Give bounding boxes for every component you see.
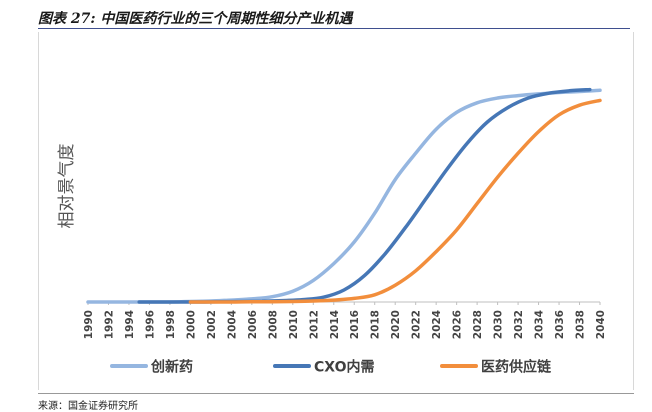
x-tick-label: 2038 <box>575 310 587 339</box>
x-tick-label: 2010 <box>288 310 300 339</box>
x-tick-label: 1994 <box>124 310 136 339</box>
x-tick-label: 2030 <box>493 310 505 339</box>
x-tick-label: 2016 <box>349 310 361 339</box>
source-divider <box>38 393 634 394</box>
y-axis-label: 相对景气度 <box>57 144 77 229</box>
x-tick-label: 2034 <box>534 310 546 339</box>
legend-label-1: CXO内需 <box>314 359 374 376</box>
legend-label-0: 创新药 <box>150 359 193 376</box>
x-tick-label: 2014 <box>329 310 341 339</box>
legend-label-2: 医药供应链 <box>481 359 552 376</box>
chart-frame <box>38 32 634 390</box>
series-line-2 <box>188 98 602 304</box>
x-tick-label: 1992 <box>103 310 115 339</box>
source-note: 来源：国金证券研究所 <box>38 401 138 412</box>
x-tick-label: 2008 <box>267 310 279 339</box>
x-tick-label: 2028 <box>472 310 484 339</box>
title-bar: 图表 27: 中国医药行业的三个周期性细分产业机遇 <box>38 8 630 29</box>
x-tick-label: 2000 <box>185 310 197 339</box>
x-tick-label: 2006 <box>247 310 259 339</box>
x-tick-label: 2018 <box>370 310 382 339</box>
x-tick-label: 1998 <box>165 310 177 339</box>
x-tick-label: 2002 <box>206 310 218 339</box>
figure-title: 图表 27: 中国医药行业的三个周期性细分产业机遇 <box>38 11 353 27</box>
x-tick-label: 2026 <box>452 310 464 339</box>
x-tick-label: 2024 <box>431 310 443 339</box>
x-tick-label: 2040 <box>595 310 607 339</box>
x-tick-label: 2036 <box>554 310 566 339</box>
x-tick-label: 2022 <box>411 310 423 339</box>
x-tick-label: 2020 <box>390 310 402 339</box>
series-line-0 <box>86 88 602 304</box>
x-tick-label: 2012 <box>308 310 320 339</box>
x-tick-label: 2032 <box>513 310 525 339</box>
series-line-1 <box>137 87 592 304</box>
x-tick-label: 1990 <box>83 310 95 339</box>
x-tick-label: 1996 <box>144 310 156 339</box>
x-tick-label: 2004 <box>226 310 238 339</box>
